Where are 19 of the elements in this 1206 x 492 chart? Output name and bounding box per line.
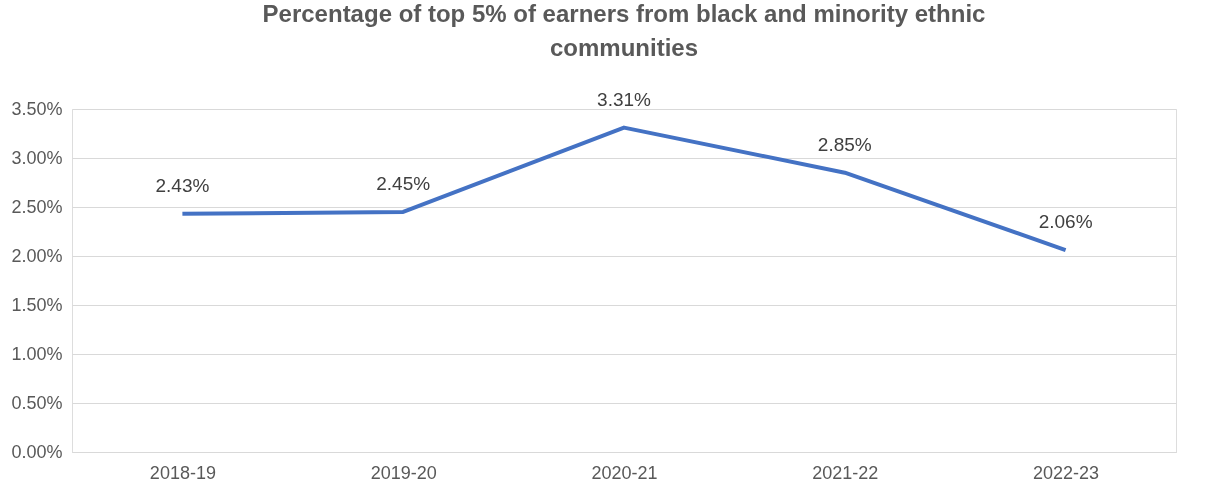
y-tick-label: 2.00% bbox=[11, 245, 63, 266]
data-label: 2.85% bbox=[817, 133, 872, 155]
chart-title: Percentage of top 5% of earners from black and minority ethnic communities bbox=[262, 0, 986, 61]
y-tick-label: 1.00% bbox=[11, 343, 63, 364]
y-tick-label: 3.00% bbox=[11, 147, 63, 168]
x-tick-label: 2021-22 bbox=[812, 462, 879, 483]
y-tick-label: 1.50% bbox=[11, 294, 63, 315]
y-tick-label: 0.50% bbox=[11, 392, 63, 413]
y-tick-label: 3.50% bbox=[11, 98, 63, 119]
y-tick-label: 0.00% bbox=[11, 441, 63, 462]
x-tick-label: 2018-19 bbox=[149, 462, 216, 483]
data-label: 3.31% bbox=[597, 88, 652, 110]
x-tick-label: 2020-21 bbox=[591, 462, 658, 483]
data-label: 2.43% bbox=[155, 174, 210, 196]
x-tick-label: 2022-23 bbox=[1033, 462, 1100, 483]
x-tick-label: 2019-20 bbox=[370, 462, 437, 483]
data-label: 2.06% bbox=[1038, 211, 1093, 233]
y-tick-label: 2.50% bbox=[11, 196, 63, 217]
data-label: 2.45% bbox=[376, 172, 431, 194]
